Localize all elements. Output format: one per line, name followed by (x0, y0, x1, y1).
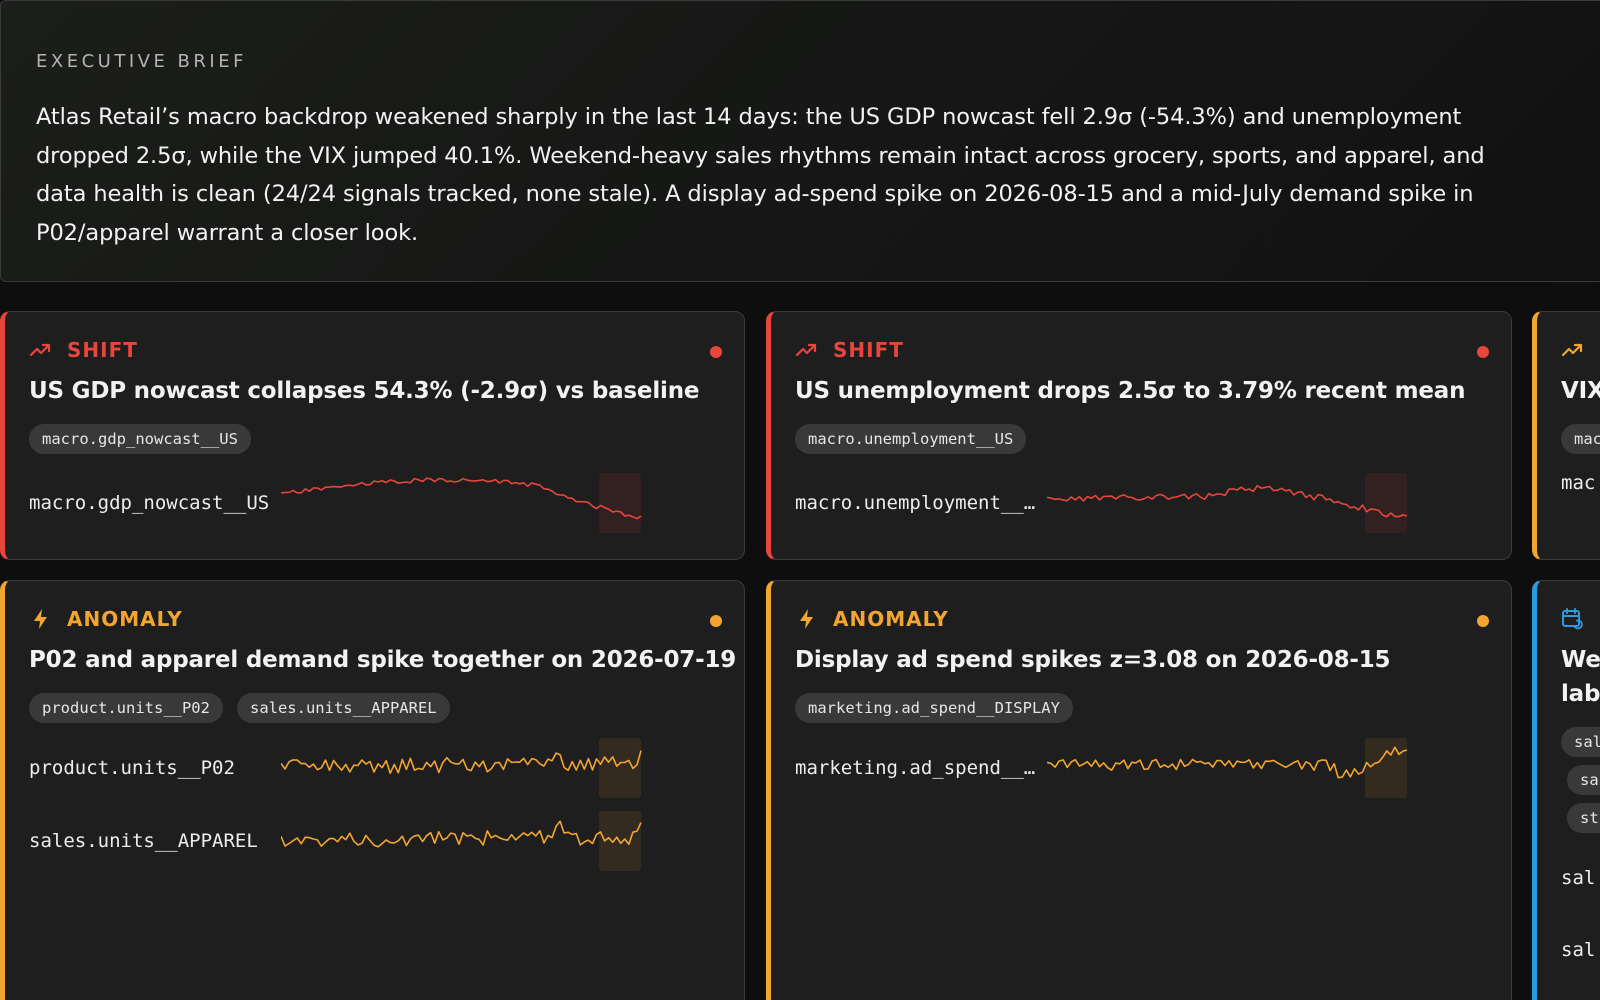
series-name: marketing.ad_spend__DISPLAY (795, 757, 1047, 779)
recent-window-highlight (1365, 473, 1407, 533)
status-dot (1477, 346, 1489, 358)
executive-brief-text: Atlas Retail’s macro backdrop weakened s… (36, 104, 1485, 246)
status-dot (710, 615, 722, 627)
sparkline-path (281, 477, 642, 520)
series-name: sal (1561, 867, 1596, 889)
insight-title: VIX (1561, 378, 1600, 404)
sparkline[interactable] (281, 810, 651, 872)
trending-up-icon (795, 343, 817, 357)
sparkline[interactable] (1047, 737, 1417, 799)
sparkline-path (1047, 746, 1408, 779)
insight-title: US unemployment drops 2.5σ to 3.79% rece… (795, 378, 1466, 404)
series-row: marketing.ad_spend__DISPLAY (795, 737, 1417, 799)
signal-chip[interactable]: product.units__P02 (29, 693, 223, 723)
lightning-icon (34, 609, 47, 629)
insight-card-p02-apparel-anomaly[interactable]: ANOMALY P02 and apparel demand spike tog… (0, 580, 745, 1000)
sparkline[interactable] (1047, 472, 1417, 534)
recent-window-highlight (1365, 738, 1407, 798)
trending-up-icon (1561, 343, 1583, 357)
card-header: ANOMALY (795, 607, 949, 631)
series-row: mac (1561, 472, 1600, 494)
insight-kind-label: SHIFT (67, 338, 138, 362)
series-row: product.units__P02 (29, 737, 651, 799)
series-name: macro.gdp_nowcast__US (29, 492, 270, 514)
series-name: macro.unemployment__US (795, 492, 1047, 514)
signal-chip[interactable]: macro.gdp_nowcast__US (29, 424, 251, 454)
insight-title-line: We (1561, 647, 1600, 673)
series-row: sal (1561, 867, 1600, 889)
signal-chip[interactable]: macro.unemployment__US (795, 424, 1027, 454)
recent-window-highlight (599, 738, 641, 798)
series-name: mac (1561, 472, 1596, 494)
signal-chips: marketing.ad_spend__DISPLAY (795, 693, 1073, 723)
insight-kind-label: ANOMALY (67, 607, 183, 631)
recent-window-highlight (599, 473, 641, 533)
insight-title: US GDP nowcast collapses 54.3% (-2.9σ) v… (29, 378, 700, 404)
signal-chip[interactable]: mac (1561, 424, 1600, 454)
insight-title: P02 and apparel demand spike together on… (29, 647, 737, 673)
series-name: product.units__P02 (29, 757, 235, 779)
series-name: sales.units__APPAREL (29, 830, 258, 852)
signal-chips: mac (1561, 424, 1600, 454)
sparkline-path (281, 750, 642, 775)
signal-chips: product.units__P02 sales.units__APPAREL (29, 693, 450, 723)
insight-card-display-ad-spend-anomaly[interactable]: ANOMALY Display ad spend spikes z=3.08 o… (766, 580, 1512, 1000)
sparkline[interactable] (281, 472, 651, 534)
signal-chips: sal sa st (1561, 727, 1600, 833)
insight-title: Display ad spend spikes z=3.08 on 2026-0… (795, 647, 1391, 673)
executive-brief-panel: EXECUTIVE BRIEF Atlas Retail’s macro bac… (0, 0, 1600, 282)
insight-kind-label: ANOMALY (833, 607, 949, 631)
sparkline-path (1047, 484, 1408, 518)
insight-card-vix[interactable]: VIX mac mac (1532, 311, 1600, 560)
lightning-icon (800, 609, 813, 629)
series-row: sal (1561, 939, 1600, 961)
card-header: SHIFT (29, 338, 138, 362)
signal-chips: macro.gdp_nowcast__US (29, 424, 251, 454)
calendar-refresh-icon (1562, 608, 1583, 630)
series-row: sales.units__APPAREL (29, 810, 651, 872)
sparkline-path (281, 820, 642, 848)
insight-card-unemployment-shift[interactable]: SHIFT US unemployment drops 2.5σ to 3.79… (766, 311, 1512, 560)
card-header (1561, 338, 1585, 362)
card-header: SHIFT (795, 338, 904, 362)
series-row: macro.gdp_nowcast__US (29, 472, 651, 534)
card-header (1561, 607, 1585, 631)
signal-chip[interactable]: sales.units__APPAREL (236, 693, 450, 723)
insight-title-line: lab (1561, 681, 1600, 707)
signal-chip[interactable]: marketing.ad_spend__DISPLAY (795, 693, 1073, 723)
insight-card-seasonal[interactable]: We lab sal sa st sal sal (1532, 580, 1600, 1000)
signal-chip[interactable]: st (1567, 803, 1600, 833)
series-name: sal (1561, 939, 1596, 961)
signal-chip[interactable]: sa (1567, 765, 1600, 795)
series-row: macro.unemployment__US (795, 472, 1417, 534)
status-dot (710, 346, 722, 358)
trending-up-icon (29, 343, 51, 357)
status-dot (1477, 615, 1489, 627)
signal-chip[interactable]: sal (1561, 727, 1600, 757)
card-header: ANOMALY (29, 607, 183, 631)
sparkline[interactable] (281, 737, 651, 799)
executive-brief-label: EXECUTIVE BRIEF (36, 51, 247, 72)
signal-chips: macro.unemployment__US (795, 424, 1027, 454)
insight-kind-label: SHIFT (833, 338, 904, 362)
insight-card-gdp-shift[interactable]: SHIFT US GDP nowcast collapses 54.3% (-2… (0, 311, 745, 560)
